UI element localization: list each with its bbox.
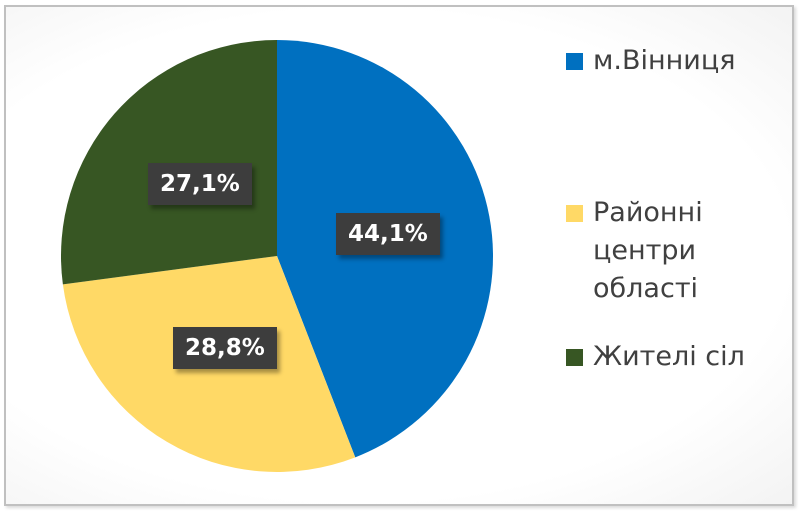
legend-swatch [566,349,583,366]
legend-label: Жителі сіл [593,341,745,372]
legend-swatch [566,53,583,70]
data-label-villagers: 27,1% [148,163,252,205]
legend-label: м.Вінниця [593,45,736,76]
legend-label: Районні центри області [593,194,703,308]
legend-label-line: Районні [593,197,703,228]
legend-swatch [566,205,583,222]
pie-slice-villagers [60,40,277,285]
data-label-vinnytsia: 44,1% [336,213,440,255]
legend-item-vinnytsia: м.Вінниця [566,42,735,80]
legend-item-district-centers: Районні центри області [566,194,703,308]
legend-label-line: центри [593,235,697,266]
data-label-district-centers: 28,8% [173,327,277,369]
legend-item-villagers: Жителі сіл [566,338,745,376]
legend-label-line: області [593,273,699,304]
